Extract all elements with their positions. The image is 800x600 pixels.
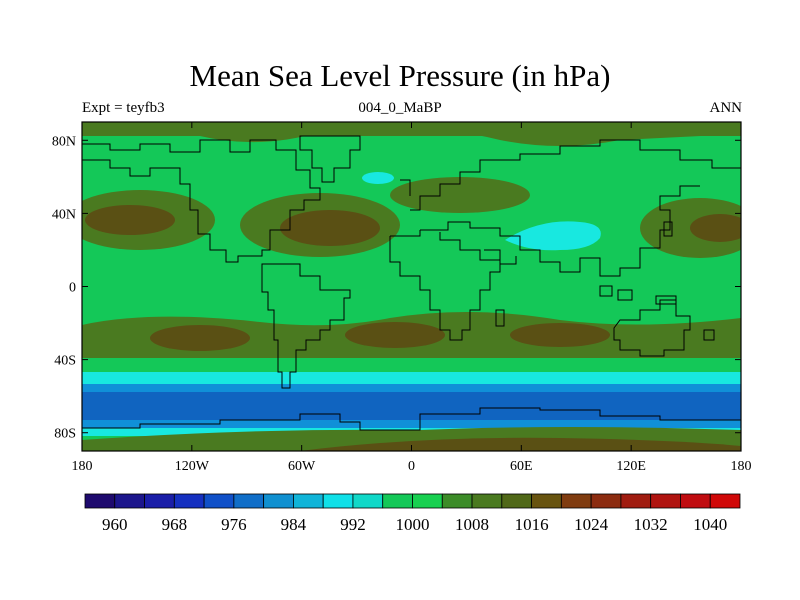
x-tick-label: 60W <box>288 459 316 474</box>
coastline-island <box>599 285 613 297</box>
colorbar-swatch <box>531 493 562 509</box>
colorbar-label: 960 <box>102 515 128 534</box>
colorbar-swatch <box>382 493 413 509</box>
continental-high <box>390 177 530 213</box>
coastline-island <box>617 289 633 301</box>
asian-low <box>505 221 601 251</box>
y-tick-label: 40N <box>52 207 76 222</box>
subtropical-high-core <box>85 205 175 235</box>
colorbar-swatch <box>233 493 265 509</box>
colorbar-swatch <box>293 493 324 509</box>
x-tick-label: 60E <box>510 459 533 474</box>
experiment-label: Expt = teyfb3 <box>82 100 165 116</box>
pressure-field <box>82 122 741 451</box>
x-tick-label: 120W <box>175 459 210 474</box>
colorbar-label: 992 <box>340 515 366 534</box>
arctic-low <box>362 172 394 184</box>
x-axis: 180 120W 60W 0 60E 120E 180 <box>72 122 752 474</box>
colorbar-label: 968 <box>162 515 188 534</box>
circumpolar-trough-edge <box>82 372 741 384</box>
map-title: Mean Sea Level Pressure (in hPa) <box>189 58 611 93</box>
y-tick-label: 0 <box>69 281 76 296</box>
colorbar-label: 1000 <box>396 515 430 534</box>
coastline-north-america <box>82 139 321 263</box>
colorbar: 960 968 976 984 992 1000 1008 1016 1024 1032 1040 <box>84 493 741 534</box>
season-label: ANN <box>709 100 743 116</box>
colorbar-swatch <box>650 493 681 509</box>
north-polar-high-edge <box>82 122 741 146</box>
coastline-island <box>655 295 677 305</box>
colorbar-swatch <box>203 493 235 509</box>
colorbar-label: 1024 <box>574 515 609 534</box>
x-tick-label: 180 <box>72 459 93 474</box>
coastline-australia <box>613 299 691 357</box>
subtropical-high-core <box>690 214 741 242</box>
colorbar-swatch <box>352 493 384 509</box>
y-tick-label: 80N <box>52 134 76 149</box>
coastline-scandinavia <box>400 179 411 196</box>
colorbar-label: 976 <box>221 515 247 534</box>
colorbar-swatch <box>322 493 354 509</box>
colorbar-swatch <box>412 493 443 509</box>
coastlines <box>82 135 741 431</box>
x-tick-label: 0 <box>408 459 415 474</box>
southern-high-core <box>150 325 250 351</box>
coastline-antarctica <box>82 407 741 431</box>
coastline-new-zealand <box>703 329 715 341</box>
colorbar-label: 1016 <box>515 515 549 534</box>
colorbar-label: 1008 <box>455 515 489 534</box>
case-label: 004_0_MaBP <box>358 100 442 116</box>
southern-high-core <box>345 322 445 348</box>
colorbar-swatch <box>620 493 652 509</box>
circumpolar-trough <box>82 384 741 392</box>
colorbar-swatch <box>709 493 741 509</box>
coastline-eurasia-north <box>410 139 741 211</box>
colorbar-swatch <box>263 493 294 509</box>
colorbar-swatch <box>560 493 592 509</box>
coastline-arabia <box>484 249 517 265</box>
colorbar-swatch <box>84 493 116 509</box>
coastline-south-america <box>261 263 351 389</box>
subtropical-high-core <box>280 210 380 246</box>
colorbar-swatch <box>114 493 145 509</box>
colorbar-label: 1040 <box>693 515 727 534</box>
y-tick-label: 40S <box>54 354 76 369</box>
coastline-greenland <box>299 135 361 183</box>
colorbar-swatch <box>441 493 473 509</box>
circumpolar-trough-core <box>82 392 741 420</box>
colorbar-label: 1032 <box>634 515 668 534</box>
colorbar-swatch <box>590 493 622 509</box>
colorbar-swatch <box>501 493 532 509</box>
pressure-band-green <box>82 358 741 372</box>
coastline-asia-south <box>420 185 700 277</box>
x-tick-label: 120E <box>616 459 646 474</box>
colorbar-swatch <box>471 493 503 509</box>
y-axis: 80N 40N 0 40S 80S <box>52 134 741 442</box>
colorbar-swatch <box>144 493 175 509</box>
x-tick-label: 180 <box>731 459 752 474</box>
circumpolar-trough <box>82 420 741 428</box>
colorbar-label: 984 <box>281 515 307 534</box>
southern-high-core <box>510 323 610 347</box>
y-tick-label: 80S <box>54 427 76 442</box>
coastline-japan <box>663 221 673 237</box>
colorbar-swatch <box>173 493 205 509</box>
colorbar-swatch <box>680 493 711 509</box>
coastline-madagascar <box>495 309 505 327</box>
coastline-africa <box>389 230 501 341</box>
